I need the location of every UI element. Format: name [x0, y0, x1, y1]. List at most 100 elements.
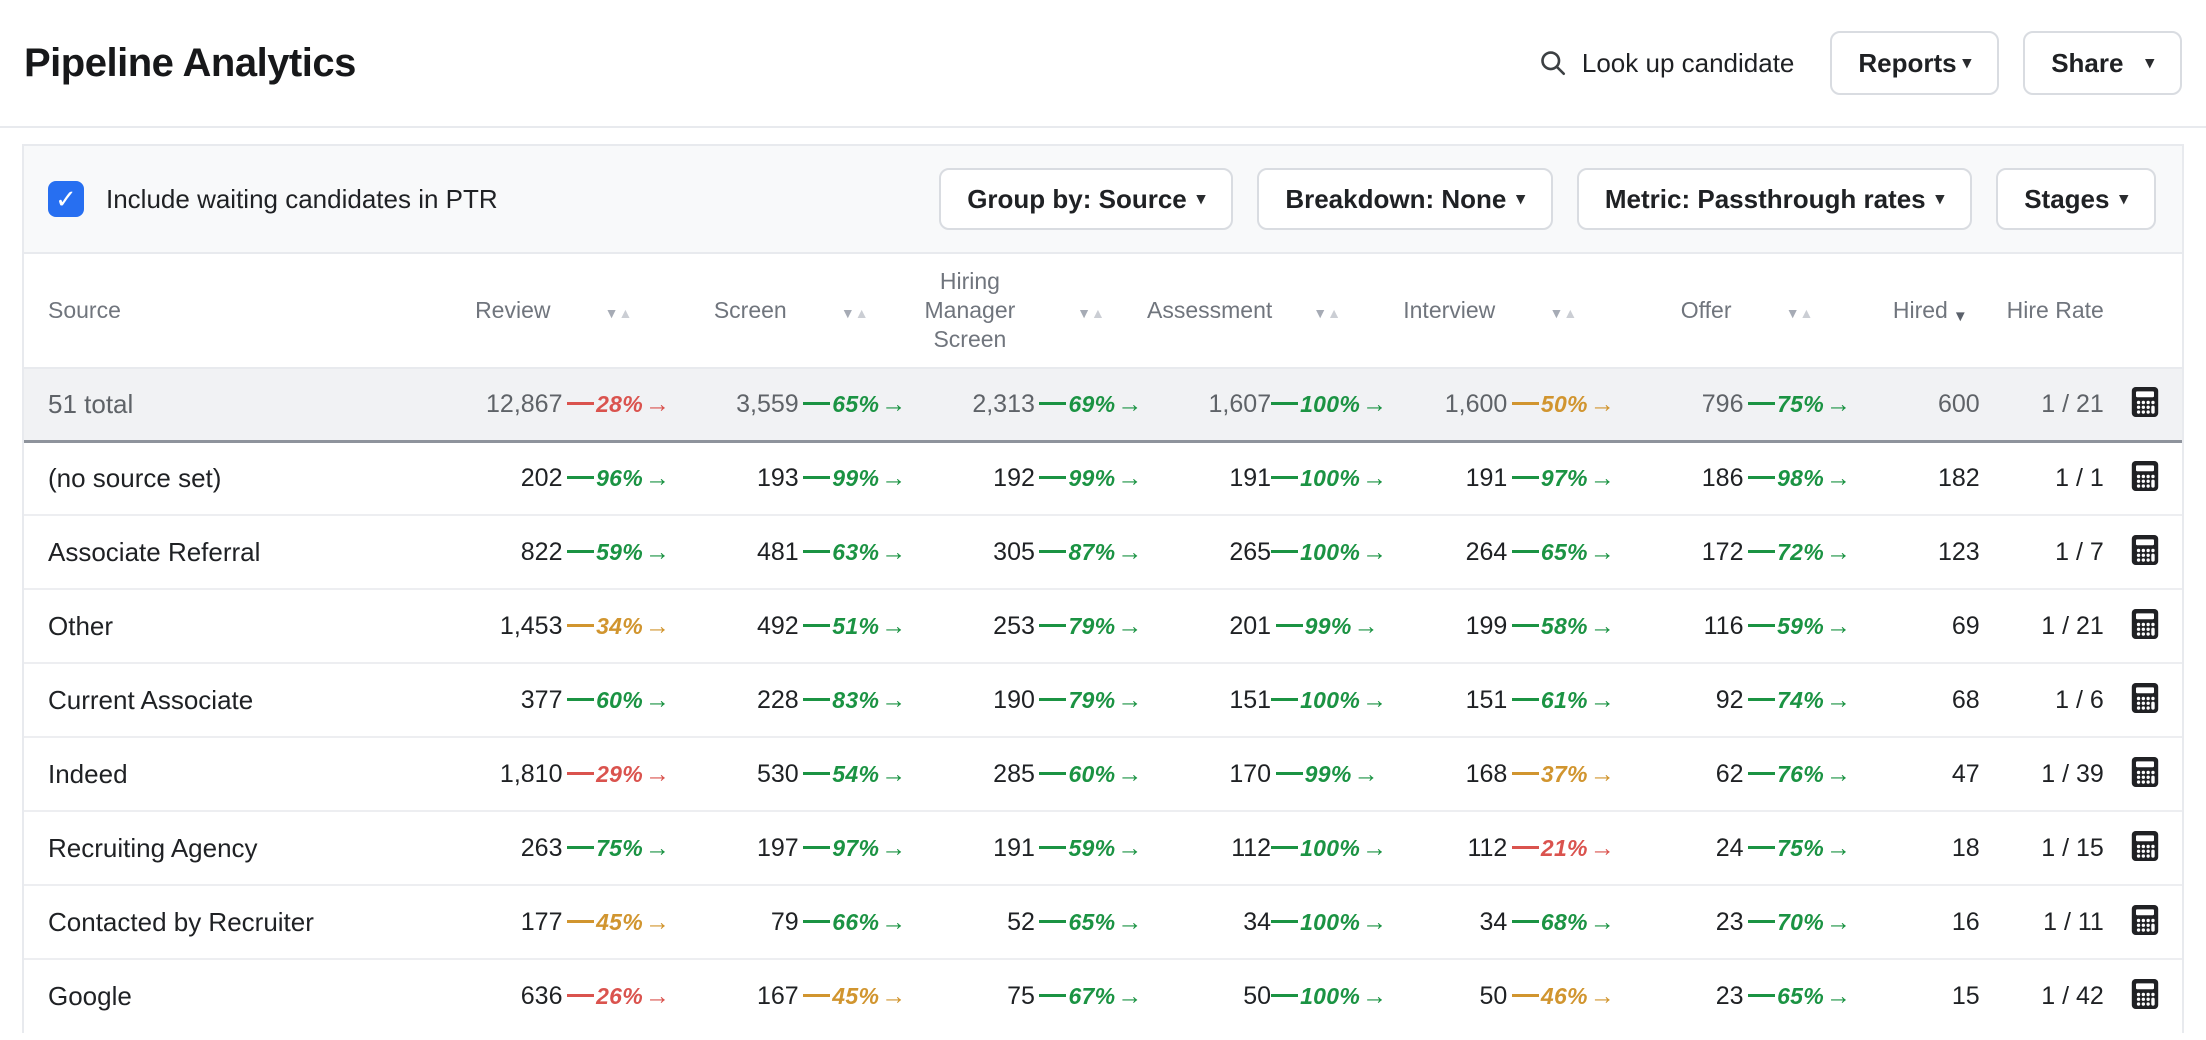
ptr-value: 61% — [1540, 686, 1588, 713]
row-label: Other — [48, 610, 114, 641]
ptr-arrow-icon: → — [1589, 389, 1615, 418]
sort-toggle-offer[interactable]: ▼▲ — [1744, 254, 1856, 368]
ptr-value: 83% — [832, 686, 880, 713]
ptr-arrow-icon: → — [1362, 982, 1388, 1010]
passthrough-rate: 83%→ — [799, 663, 911, 737]
passthrough-rate: 58%→ — [1507, 589, 1619, 663]
hire-rate: 1 / 21 — [2041, 611, 2104, 640]
calculator-icon[interactable] — [2127, 384, 2163, 420]
row-label: Current Associate — [48, 684, 254, 715]
stage-count: 23 — [1715, 907, 1744, 936]
reports-button[interactable]: Reports ▾ — [1830, 31, 2000, 95]
column-header-assessment[interactable]: Assessment — [1146, 297, 1273, 323]
ptr-dash-line — [567, 919, 595, 923]
ptr-dash-line — [567, 771, 595, 775]
sort-asc-icon: ▲ — [1327, 305, 1341, 321]
ptr-arrow-icon: → — [645, 982, 670, 1010]
passthrough-rate: 60%→ — [1035, 737, 1147, 811]
ptr-dash-line — [1039, 549, 1067, 553]
hire-rate: 1 / 6 — [2055, 685, 2104, 714]
stage-count: 112 — [1231, 833, 1272, 862]
column-header-hired[interactable]: Hired ▼ — [1892, 297, 1968, 325]
column-header-interview[interactable]: Interview — [1403, 297, 1496, 323]
ptr-arrow-icon: → — [1362, 833, 1388, 862]
column-header-source[interactable]: Source — [48, 297, 121, 323]
header-actions: Look up candidate Reports ▾ Share ▾ — [1538, 31, 2182, 95]
calculator-icon[interactable] — [2127, 458, 2163, 494]
ptr-dash-line — [1275, 623, 1303, 627]
ptr-dash-line — [1039, 994, 1067, 998]
ptr-value: 79% — [1068, 686, 1116, 713]
ptr-arrow-icon: → — [1589, 685, 1615, 714]
ptr-value: 65% — [1777, 983, 1825, 1009]
metric-dropdown[interactable]: Metric: Passthrough rates ▾ — [1576, 168, 1973, 230]
column-header-hire-rate: Hire Rate — [2006, 297, 2104, 323]
row-label: Associate Referral — [48, 536, 261, 567]
sort-toggle-hiring-manager-screen[interactable]: ▼▲ — [1035, 254, 1147, 368]
passthrough-rate: 37%→ — [1507, 737, 1619, 811]
stage-count: 190 — [993, 685, 1035, 714]
column-header-offer[interactable]: Offer — [1680, 297, 1732, 323]
ptr-arrow-icon: → — [1117, 685, 1143, 714]
stage-count: 202 — [520, 463, 563, 492]
calculator-icon[interactable] — [2127, 532, 2163, 568]
stage-count: 377 — [520, 685, 563, 714]
ptr-value: 68% — [1540, 908, 1588, 935]
calculator-icon[interactable] — [2127, 902, 2163, 938]
share-button[interactable]: Share ▾ — [2023, 31, 2182, 95]
sort-toggle-interview[interactable]: ▼▲ — [1507, 254, 1619, 368]
ptr-value: 60% — [1068, 760, 1116, 787]
passthrough-rate: 72%→ — [1744, 515, 1856, 589]
passthrough-rate: 75%→ — [1744, 368, 1856, 441]
sort-desc-icon: ▼ — [604, 305, 619, 321]
ptr-dash-line — [1271, 994, 1299, 998]
ptr-arrow-icon: → — [1362, 463, 1388, 492]
ptr-arrow-icon: → — [1826, 389, 1852, 418]
table-row: Contacted by Recruiter 177 45%→ 79 66%→ 52 65%… — [24, 885, 2182, 959]
ptr-value: 65% — [832, 390, 880, 417]
ptr-dash-line — [1748, 549, 1776, 553]
ptr-dash-line — [567, 549, 595, 553]
stages-dropdown[interactable]: Stages ▾ — [1996, 168, 2156, 230]
calculator-icon[interactable] — [2127, 976, 2163, 1012]
chevron-down-icon: ▾ — [1935, 189, 1945, 208]
ptr-value: 26% — [596, 983, 643, 1009]
passthrough-rate: 79%→ — [1035, 663, 1147, 737]
calculator-icon[interactable] — [2127, 680, 2163, 716]
include-waiting-checkbox-group[interactable]: ✓ Include waiting candidates in PTR — [48, 181, 498, 217]
sort-toggle-assessment[interactable]: ▼▲ — [1271, 254, 1383, 368]
checkbox-checked[interactable]: ✓ — [48, 181, 84, 217]
column-header-hiring-manager-screen[interactable]: Hiring Manager Screen — [924, 268, 1016, 352]
passthrough-rate: 100%→ — [1271, 811, 1387, 885]
hire-rate: 1 / 21 — [2041, 389, 2104, 418]
stage-count: 600 — [1937, 389, 1980, 418]
ptr-dash-line — [1039, 771, 1067, 775]
ptr-value: 59% — [1068, 834, 1116, 861]
stage-count: 151 — [1229, 685, 1272, 714]
ptr-arrow-icon: → — [1353, 759, 1379, 788]
sort-toggle-review[interactable]: ▼▲ — [562, 254, 674, 368]
stage-count: 34 — [1479, 907, 1508, 936]
stage-count: 47 — [1951, 759, 1980, 788]
column-header-review[interactable]: Review — [475, 297, 551, 323]
breakdown-dropdown[interactable]: Breakdown: None ▾ — [1257, 168, 1553, 230]
stage-count: 1,453 — [499, 611, 563, 640]
stage-count: 1,607 — [1208, 389, 1272, 418]
stage-count: 822 — [520, 537, 563, 566]
ptr-dash-line — [1748, 845, 1776, 849]
ptr-arrow-icon: → — [1826, 907, 1852, 936]
group-by-dropdown[interactable]: Group by: Source ▾ — [939, 168, 1234, 230]
ptr-value: 46% — [1540, 983, 1588, 1009]
calculator-icon[interactable] — [2127, 606, 2163, 642]
candidate-search[interactable]: Look up candidate — [1538, 48, 1794, 79]
sort-toggle-screen[interactable]: ▼▲ — [799, 254, 911, 368]
ptr-dash-line — [1511, 476, 1539, 480]
calculator-icon[interactable] — [2127, 828, 2163, 864]
chevron-down-icon: ▾ — [1516, 189, 1525, 208]
passthrough-rate: 100%→ — [1271, 441, 1387, 515]
ptr-dash-line — [1748, 994, 1776, 998]
calculator-icon[interactable] — [2127, 754, 2163, 790]
passthrough-rate: 97%→ — [1507, 441, 1619, 515]
stage-count: 50 — [1479, 982, 1508, 1010]
column-header-screen[interactable]: Screen — [713, 297, 787, 323]
